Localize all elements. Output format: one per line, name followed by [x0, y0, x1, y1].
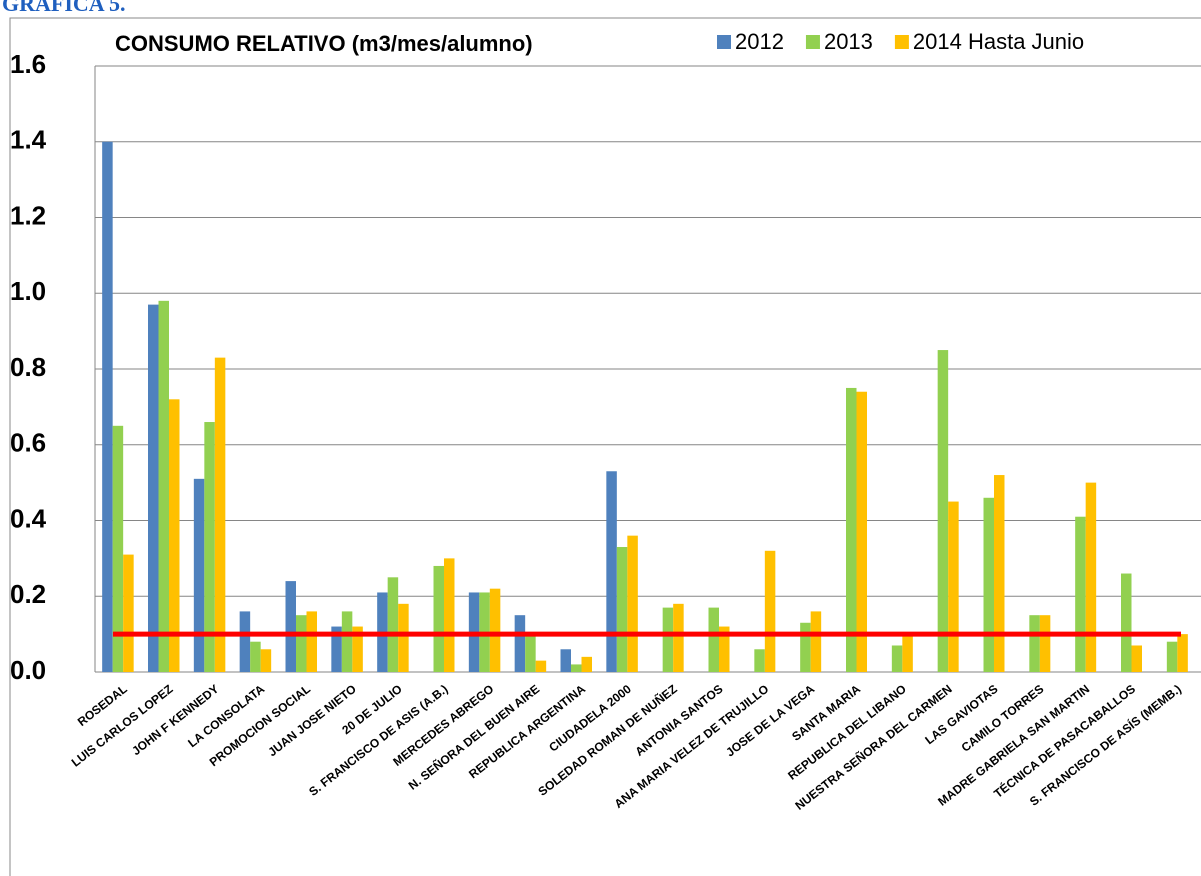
bar — [937, 350, 949, 672]
bar — [123, 554, 134, 672]
bar — [764, 550, 776, 672]
bar — [239, 611, 251, 672]
bar — [754, 649, 765, 672]
legend-swatch — [894, 35, 909, 49]
bar — [800, 622, 811, 672]
x-tick-label: CIUDADELA 2000 — [546, 682, 634, 755]
legend-swatch — [717, 35, 731, 49]
bar — [433, 565, 444, 672]
heading: GRÁFICA 5. — [2, 0, 125, 16]
bar — [902, 634, 913, 672]
y-tick-label: 0.6 — [10, 428, 46, 458]
chart-title: CONSUMO RELATIVO (m3/mes/alumno) — [115, 31, 533, 56]
bar — [1085, 482, 1097, 672]
bar — [994, 475, 1005, 672]
bar — [1029, 615, 1040, 672]
chart-frame — [9, 17, 1201, 876]
bar — [260, 649, 272, 672]
bar — [169, 399, 180, 672]
y-tick-label: 1.2 — [10, 200, 46, 230]
bar — [560, 649, 571, 672]
bar — [846, 387, 857, 672]
bar — [352, 626, 363, 672]
bar — [489, 588, 501, 672]
bar — [214, 357, 226, 672]
bar — [856, 391, 867, 672]
bar — [627, 535, 638, 672]
bar — [571, 664, 582, 672]
bar — [1121, 573, 1132, 672]
bar — [891, 645, 903, 672]
y-tick-label: 0.4 — [10, 503, 47, 533]
bar — [535, 660, 547, 672]
x-tick-label: JOHN F KENNEDY — [129, 682, 221, 758]
legend-label: 2013 — [824, 29, 873, 54]
bar — [708, 607, 719, 672]
bar — [112, 425, 124, 672]
bar — [948, 501, 959, 672]
legend-label: 2012 — [735, 29, 784, 54]
bar — [387, 577, 399, 672]
bar — [1166, 641, 1178, 672]
bar — [148, 304, 159, 672]
bar — [719, 626, 730, 672]
bar — [204, 422, 215, 672]
bar — [250, 641, 261, 672]
bar — [1075, 516, 1086, 672]
y-tick-label: 0.2 — [10, 579, 46, 609]
bar — [193, 478, 205, 672]
bar — [514, 615, 526, 672]
bar — [810, 611, 822, 672]
bar — [331, 626, 342, 672]
bar — [606, 471, 617, 672]
x-tick-label: CAMILO TORRES — [959, 682, 1047, 755]
y-tick-label: 1.6 — [10, 49, 46, 79]
legend-label: 2014 Hasta Junio — [913, 29, 1084, 54]
bar — [444, 558, 455, 672]
bar — [285, 581, 296, 672]
legend-swatch — [805, 35, 820, 49]
bar — [306, 611, 317, 672]
bar — [296, 615, 307, 672]
y-tick-label: 0.8 — [10, 352, 46, 382]
bar — [525, 634, 536, 672]
bar — [398, 603, 409, 672]
bar — [1177, 634, 1188, 672]
bar — [581, 656, 592, 672]
bar — [1039, 615, 1051, 672]
y-tick-label: 1.0 — [10, 276, 46, 306]
bar — [102, 141, 113, 672]
bar — [673, 603, 684, 672]
y-tick-label: 1.4 — [10, 125, 47, 155]
x-tick-label: LA CONSOLATA — [185, 682, 267, 751]
bar — [616, 547, 628, 672]
bar — [1131, 645, 1142, 672]
bar — [341, 611, 353, 672]
y-tick-label: 0.0 — [10, 655, 46, 685]
bar — [983, 497, 994, 672]
bar — [662, 607, 674, 672]
bar — [158, 300, 169, 672]
